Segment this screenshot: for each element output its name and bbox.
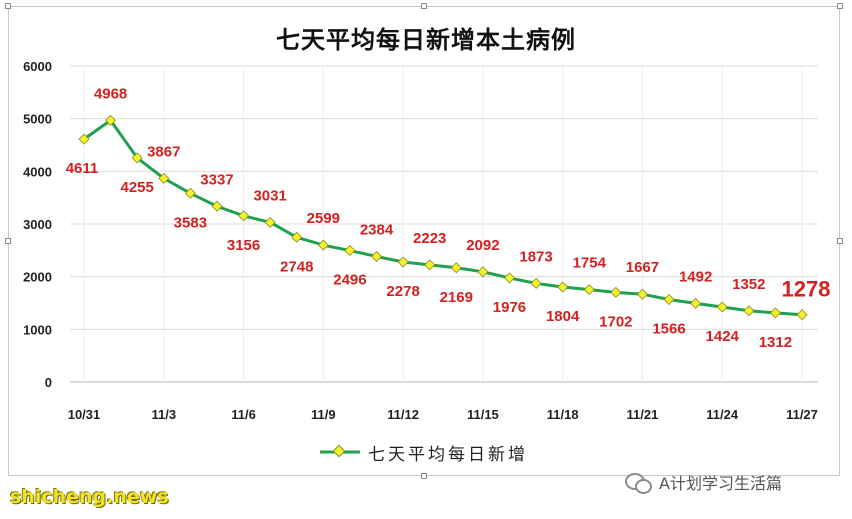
x-tick-label: 11/3 — [151, 407, 176, 422]
data-label: 1667 — [626, 259, 659, 276]
data-point — [583, 284, 595, 296]
data-label: 4255 — [120, 179, 153, 196]
data-label: 3156 — [227, 237, 260, 254]
data-point — [796, 309, 808, 321]
resize-handle-bottom-center[interactable] — [421, 473, 427, 479]
data-label: 2748 — [280, 258, 313, 275]
resize-handle-top-right[interactable] — [837, 3, 843, 9]
data-label: 2223 — [413, 230, 446, 247]
data-point — [344, 245, 356, 257]
watermark-account-label: A计划学习生活篇 — [659, 474, 782, 493]
data-point — [238, 210, 250, 222]
data-point — [743, 305, 755, 317]
wechat-icon — [625, 471, 652, 494]
data-point — [450, 262, 462, 274]
x-tick-label: 11/27 — [786, 407, 818, 422]
data-label: 3031 — [253, 187, 286, 204]
data-label: 1352 — [732, 276, 765, 293]
data-label: 1976 — [493, 299, 526, 316]
y-tick-label: 4000 — [23, 164, 52, 179]
data-label: 3583 — [174, 214, 207, 231]
chart-frame — [8, 6, 840, 476]
y-tick-label: 0 — [45, 375, 52, 390]
data-point — [424, 259, 436, 271]
data-point — [716, 301, 728, 313]
data-point — [291, 231, 303, 243]
chart-title: 七天平均每日新增本土病例 — [276, 26, 576, 54]
resize-handle-top-left[interactable] — [5, 3, 11, 9]
watermark-site: shicheng.news — [10, 486, 169, 508]
series-line — [83, 118, 803, 317]
watermark-account: A计划学习生活篇 — [625, 470, 782, 494]
data-point — [636, 288, 648, 300]
data-point — [317, 239, 329, 251]
y-tick-label: 1000 — [23, 322, 52, 337]
data-point — [184, 187, 196, 199]
y-tick-label: 2000 — [23, 270, 52, 285]
y-tick-label: 5000 — [23, 112, 52, 127]
data-label: 1492 — [679, 268, 712, 285]
legend: 七天平均每日新增 — [318, 440, 528, 465]
x-tick-label: 10/31 — [68, 407, 101, 422]
data-label: 2496 — [333, 272, 366, 289]
data-point — [690, 297, 702, 309]
x-tick-label: 11/18 — [547, 407, 579, 422]
data-point — [477, 266, 489, 278]
data-label: 4968 — [94, 85, 127, 102]
resize-handle-middle-right[interactable] — [837, 238, 843, 244]
legend-label: 七天平均每日新增 — [368, 444, 528, 465]
x-tick-label: 11/15 — [467, 407, 499, 422]
data-label-latest: 1278 — [782, 277, 831, 302]
data-point — [105, 114, 117, 126]
resize-handle-middle-left[interactable] — [5, 238, 11, 244]
y-tick-label: 6000 — [23, 59, 52, 74]
data-label: 1754 — [573, 255, 607, 272]
x-tick-label: 11/21 — [627, 407, 659, 422]
data-point — [131, 152, 143, 164]
data-point — [371, 250, 383, 262]
x-tick-label: 11/24 — [706, 407, 739, 422]
y-tick-label: 3000 — [23, 217, 52, 232]
data-point — [397, 256, 409, 268]
resize-handle-top-center[interactable] — [421, 3, 427, 9]
data-point — [211, 200, 223, 212]
data-point — [663, 294, 675, 306]
data-point — [503, 272, 515, 284]
data-label: 1873 — [519, 248, 552, 265]
data-label: 1424 — [706, 328, 740, 345]
x-tick-label: 11/12 — [387, 407, 419, 422]
legend-swatch — [320, 444, 360, 458]
data-label: 1312 — [759, 334, 792, 351]
data-label: 2384 — [360, 221, 394, 238]
data-label: 2599 — [307, 210, 340, 227]
data-point — [769, 307, 781, 319]
data-point — [78, 133, 90, 145]
data-label: 3337 — [200, 171, 233, 188]
data-label: 2092 — [466, 237, 499, 254]
data-label: 2278 — [386, 283, 419, 300]
data-label: 1702 — [599, 313, 632, 330]
data-label: 4611 — [66, 160, 99, 177]
x-tick-label: 11/9 — [311, 407, 336, 422]
data-point — [610, 286, 622, 298]
data-point — [557, 281, 569, 293]
x-tick-label: 11/6 — [231, 407, 256, 422]
data-label: 1804 — [546, 308, 580, 325]
data-point — [530, 277, 542, 289]
data-point — [264, 216, 276, 228]
data-label: 1566 — [652, 321, 685, 338]
data-point — [158, 172, 170, 184]
data-label: 3867 — [147, 143, 180, 160]
data-label: 2169 — [440, 289, 473, 306]
